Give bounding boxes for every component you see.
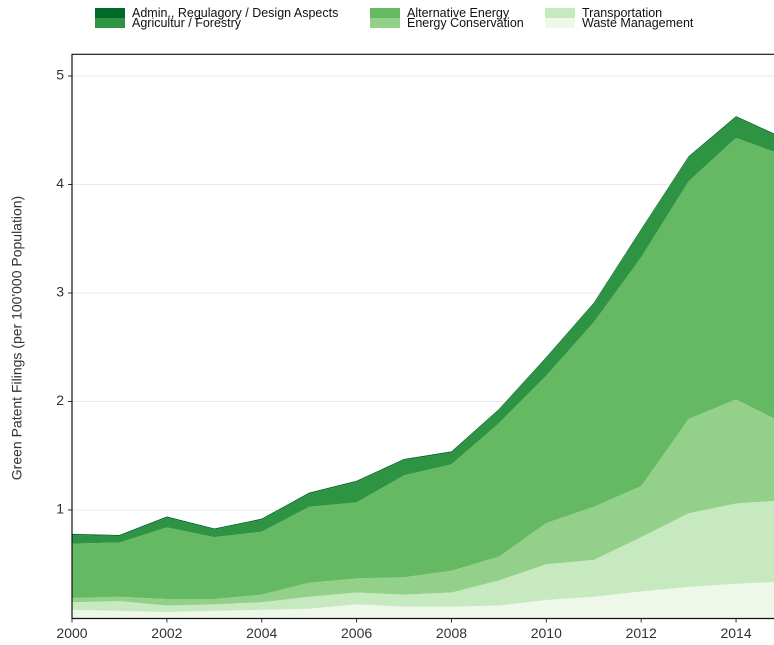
y-tick-label: 5 [56, 67, 64, 83]
legend: Admin., Regulagory / Design AspectsAgric… [95, 6, 694, 30]
legend-label: Energy Conservation [407, 16, 524, 30]
y-tick-label: 2 [56, 392, 64, 408]
x-tick-label: 2000 [56, 625, 87, 641]
x-tick-label: 2008 [436, 625, 467, 641]
legend-label: Alternative Energy [407, 6, 510, 20]
legend-label: Agricultur / Forestry [132, 16, 242, 30]
x-tick-label: 2012 [626, 625, 657, 641]
legend-label: Waste Management [582, 16, 694, 30]
legend-swatch [95, 18, 125, 28]
legend-swatch [545, 18, 575, 28]
axis-line [71, 53, 774, 620]
area [72, 399, 774, 606]
y-tick-label: 4 [56, 175, 64, 191]
legend-swatch [370, 18, 400, 28]
area [72, 500, 774, 612]
x-tick-label: 2004 [246, 625, 277, 641]
legend-swatch [370, 8, 400, 18]
legend-label: Transportation [582, 6, 662, 20]
y-axis-title: Green Patent Filings (per 100'000 Popula… [9, 196, 25, 480]
y-tick-label: 1 [56, 501, 64, 517]
y-tick-label: 3 [56, 284, 64, 300]
area [72, 582, 774, 619]
legend-label: Admin., Regulagory / Design Aspects [132, 6, 338, 20]
x-tick-label: 2006 [341, 625, 372, 641]
x-tick-label: 2002 [151, 625, 182, 641]
area [72, 137, 774, 599]
legend-swatch [95, 8, 125, 18]
axes: 1 2 3 4 5 2000 2002 2004 2006 2008 2010 2012 2014 [56, 53, 774, 641]
areas [72, 116, 774, 619]
area [72, 117, 774, 544]
legend-swatch [545, 8, 575, 18]
x-tick-label: 2010 [531, 625, 562, 641]
x-tick-label: 2014 [720, 625, 751, 641]
